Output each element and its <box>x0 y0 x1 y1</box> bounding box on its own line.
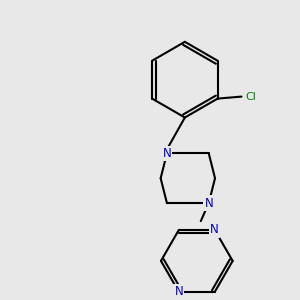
Text: N: N <box>163 147 171 160</box>
Text: N: N <box>175 286 183 298</box>
Text: Cl: Cl <box>245 92 256 102</box>
Text: N: N <box>210 224 219 236</box>
Text: N: N <box>204 197 213 210</box>
